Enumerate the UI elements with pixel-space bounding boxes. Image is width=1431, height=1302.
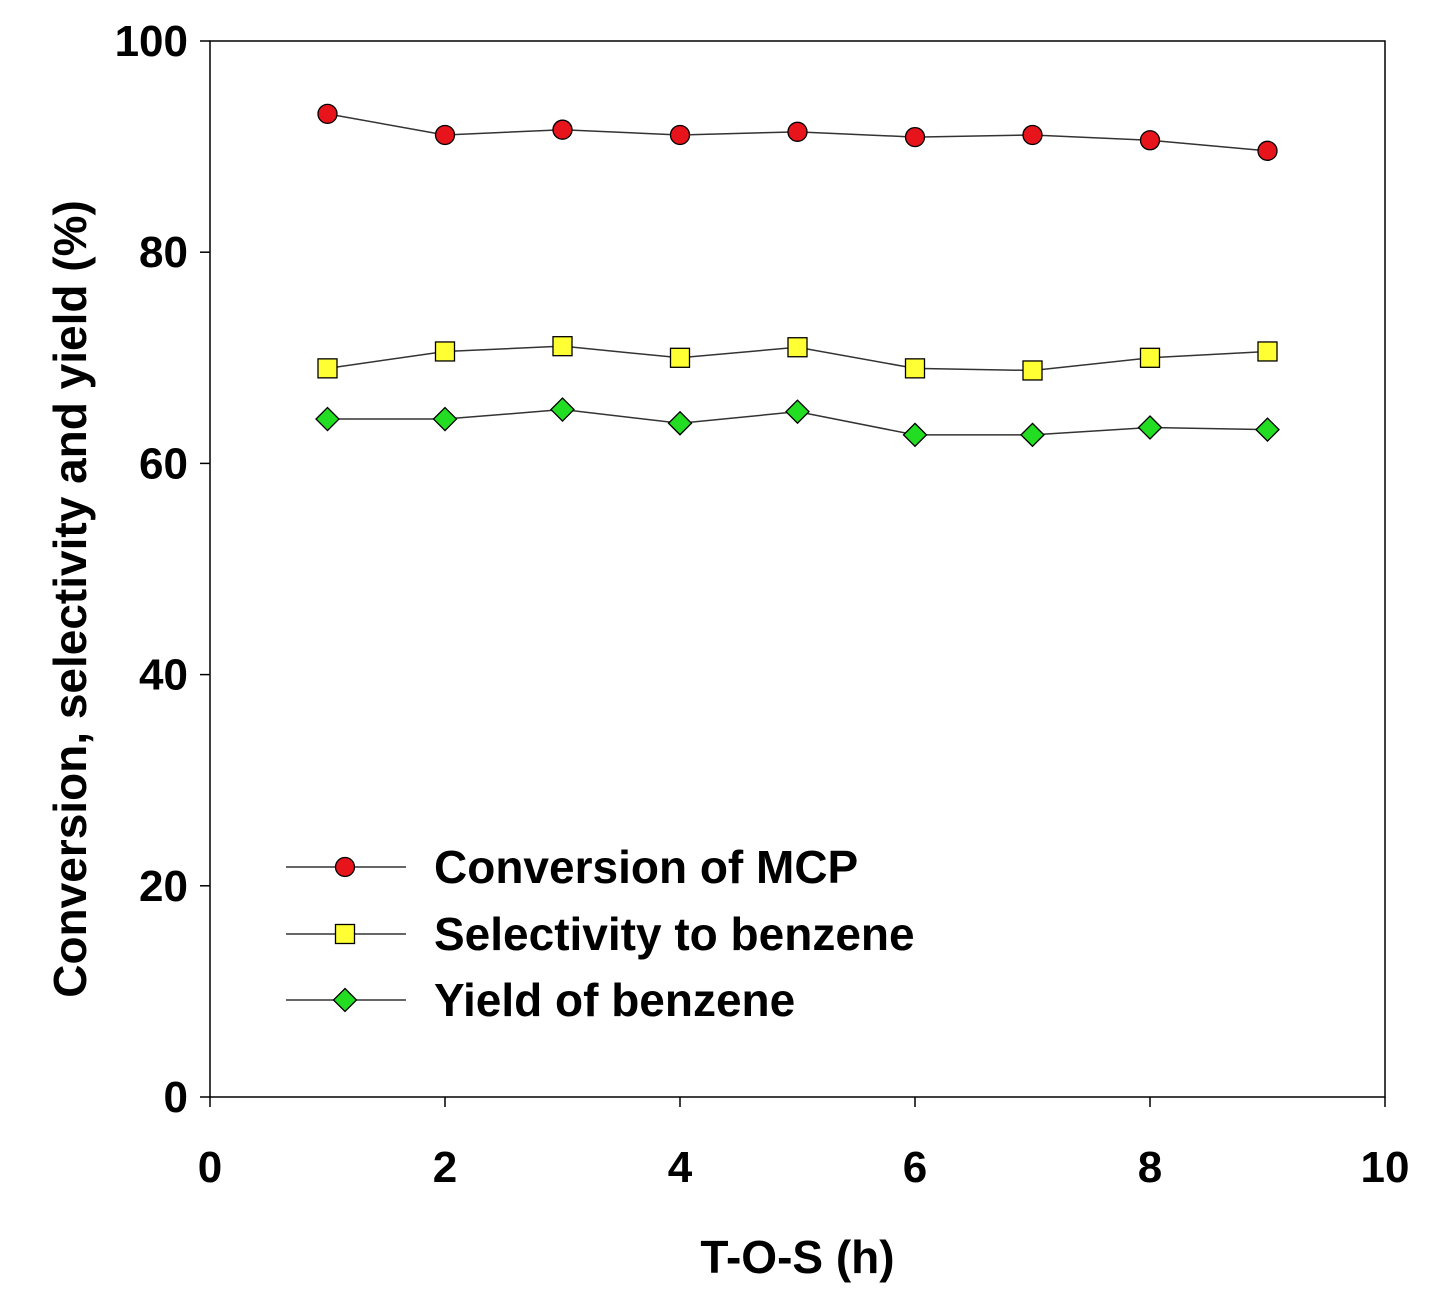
data-point (434, 124, 456, 146)
data-point (317, 358, 338, 379)
series-circle (317, 103, 1278, 161)
y-axis-title: Conversion, selectivity and yield (%) (44, 200, 96, 998)
y-tick-label: 0 (164, 1073, 188, 1122)
y-tick-label: 60 (139, 439, 188, 488)
data-point (1022, 360, 1043, 381)
data-point (787, 121, 808, 142)
data-point (550, 397, 575, 422)
series-square (317, 336, 1278, 381)
legend-label: Selectivity to benzene (434, 908, 915, 960)
data-point (669, 124, 691, 146)
data-point (1022, 124, 1043, 146)
y-tick-label: 100 (115, 17, 188, 66)
series-diamond (315, 397, 1280, 448)
data-point (787, 337, 808, 358)
x-tick-label: 0 (198, 1143, 222, 1192)
x-tick-label: 8 (1138, 1143, 1162, 1192)
x-tick-label: 2 (433, 1143, 457, 1192)
data-point (1139, 130, 1161, 151)
data-point (904, 126, 926, 148)
legend-marker (334, 923, 356, 945)
y-tick-label: 80 (139, 228, 188, 277)
data-point (1020, 422, 1045, 448)
y-tick-label: 20 (139, 862, 188, 911)
data-point (667, 410, 693, 436)
x-axis-title: T-O-S (h) (700, 1231, 894, 1283)
data-point (317, 103, 338, 125)
x-tick-label: 10 (1361, 1143, 1410, 1192)
axes: 0 20 40 60 80 100 0 2 4 6 8 10 (115, 17, 1410, 1192)
data-point (315, 406, 340, 432)
data-point (1257, 341, 1278, 362)
data-point (432, 406, 458, 432)
x-tick-label: 4 (668, 1143, 693, 1192)
plot-frame (209, 40, 1386, 1098)
legend-marker (334, 856, 356, 878)
data-point (552, 119, 573, 140)
data-point (902, 422, 928, 448)
data-point (1257, 140, 1278, 161)
data-point (785, 399, 810, 425)
data-point (1255, 417, 1280, 443)
data-point (552, 336, 573, 357)
legend-label: Conversion of MCP (434, 841, 858, 893)
data-point (669, 347, 691, 368)
legend-label: Yield of benzene (434, 974, 795, 1026)
y-tick-label: 40 (139, 651, 188, 700)
data-point (904, 358, 926, 379)
data-point (1137, 415, 1163, 440)
legend: Conversion of MCP Selectivity to benzene Y… (286, 841, 915, 1026)
legend-marker (332, 987, 358, 1013)
data-point (434, 341, 456, 362)
series-layer (315, 103, 1280, 448)
x-tick-label: 6 (903, 1143, 927, 1192)
data-point (1139, 347, 1161, 368)
